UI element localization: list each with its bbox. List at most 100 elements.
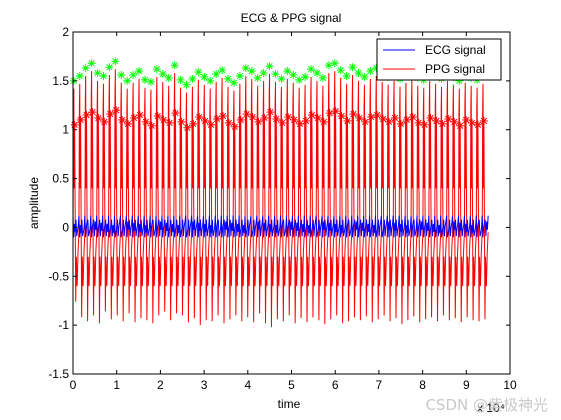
ppg-peak-marker <box>146 77 155 86</box>
ppg-notch-marker <box>183 123 192 132</box>
ecg-signal-group <box>72 215 489 238</box>
ppg-notch-marker <box>88 108 97 117</box>
ppg-peak-marker <box>123 76 132 85</box>
x-tick-label: 0 <box>70 378 77 392</box>
ppg-peak-marker <box>218 66 227 75</box>
ppg-notch-marker <box>473 120 482 129</box>
ppg-notch-marker <box>414 118 423 127</box>
ppg-peak-marker <box>87 59 96 68</box>
ppg-notch-marker <box>367 113 376 122</box>
ppg-notch-marker <box>462 115 471 124</box>
x-tick-label: 5 <box>288 378 295 392</box>
x-tick-label: 9 <box>463 378 470 392</box>
ppg-notch-marker <box>212 114 221 123</box>
ppg-notch-marker <box>432 116 441 125</box>
y-tick-label: 0.5 <box>52 172 69 186</box>
ppg-notch-marker <box>373 111 382 120</box>
y-tick-label: -0.5 <box>48 269 69 283</box>
x-tick-label: 6 <box>332 378 339 392</box>
ppg-notch-marker <box>426 113 435 122</box>
x-exponent-label: x 10⁴ <box>477 401 505 415</box>
ppg-notch-marker <box>272 114 281 123</box>
x-axis-ticks: 0 1 2 3 4 5 6 7 8 9 10 <box>70 32 517 392</box>
ppg-notch-marker <box>290 115 299 124</box>
ppg-notch-marker <box>479 116 488 125</box>
ppg-notch-marker <box>195 113 204 122</box>
y-tick-label: 1 <box>62 123 69 137</box>
ppg-notch-marker <box>165 118 174 127</box>
ppg-peak-marker <box>93 69 102 78</box>
ppg-notch-marker <box>337 112 346 121</box>
ppg-notch-marker <box>207 120 216 129</box>
ppg-notch-marker <box>100 117 109 126</box>
ppg-notch-marker <box>396 119 405 128</box>
ppg-peak-marker <box>212 70 221 79</box>
ppg-notch-marker <box>189 119 198 128</box>
ppg-notch-marker <box>408 113 417 122</box>
ppg-peak-marker <box>182 80 191 89</box>
x-axis-label: time <box>278 397 301 411</box>
ppg-peak-marker <box>81 64 90 73</box>
x-tick-label: 3 <box>201 378 208 392</box>
y-tick-label: -1 <box>58 318 69 332</box>
ppg-notch-marker <box>379 114 388 123</box>
ppg-peak-marker <box>271 70 280 79</box>
ppg-notch-marker <box>171 109 180 118</box>
ppg-notch-marker <box>301 116 310 125</box>
ppg-peak-marker <box>354 69 363 78</box>
ppg-notch-marker <box>296 119 305 128</box>
legend-ppg-label: PPG signal <box>425 62 485 76</box>
ppg-peak-marker <box>348 63 357 72</box>
y-tick-label: -1.5 <box>48 367 69 381</box>
ppg-notch-marker <box>112 106 121 115</box>
ppg-notch-marker <box>266 108 275 117</box>
ppg-notch-marker <box>248 113 257 122</box>
ppg-peak-marker <box>224 74 233 83</box>
ppg-notch-marker <box>82 111 91 120</box>
ppg-peak-marker <box>176 75 185 84</box>
ppg-notch-marker <box>129 113 138 122</box>
ppg-notch-marker <box>230 122 239 131</box>
ppg-peak-marker <box>129 70 138 79</box>
ppg-peak-marker <box>135 67 144 76</box>
ppg-notch-marker <box>355 113 364 122</box>
ppg-notch-marker <box>124 119 133 128</box>
ppg-notch-marker <box>444 114 453 123</box>
ppg-notch-marker <box>420 120 429 129</box>
ppg-peak-marker <box>247 67 256 76</box>
ppg-notch-marker <box>325 109 334 118</box>
ppg-peak-marker <box>188 74 197 83</box>
y-axis-label: amplitude <box>27 177 41 229</box>
ppg-notch-marker <box>468 118 477 127</box>
ppg-peak-marker <box>164 73 173 82</box>
y-tick-label: 1.5 <box>52 74 69 88</box>
x-tick-label: 4 <box>244 378 251 392</box>
ppg-notch-marker <box>349 110 358 119</box>
ppg-notch-marker <box>402 115 411 124</box>
ppg-notch-marker <box>118 115 127 124</box>
ppg-notch-marker <box>159 115 168 124</box>
ppg-peak-marker <box>265 62 274 71</box>
ppg-notch-marker <box>70 120 79 129</box>
y-tick-label: 0 <box>62 220 69 234</box>
legend-box <box>376 38 502 81</box>
ppg-peak-marker <box>342 71 351 80</box>
ppg-peak-marker <box>360 72 369 81</box>
ppg-peak-marker <box>111 57 120 66</box>
ppg-notch-marker <box>384 117 393 126</box>
y-tick-label: 2 <box>62 25 69 39</box>
ppg-notch-marker <box>390 113 399 122</box>
ppg-peak-marker <box>158 70 167 79</box>
x-tick-label: 7 <box>376 378 383 392</box>
legend: ECG signal PPG signal <box>376 38 502 81</box>
x-tick-label: 2 <box>157 378 164 392</box>
ppg-peak-marker <box>366 67 375 76</box>
ppg-peak-marker <box>105 63 114 72</box>
watermark: CSDN @紫极神光 <box>425 396 548 414</box>
ppg-peak-marker <box>283 67 292 76</box>
y-axis-ticks: -1.5 -1 -0.5 0 0.5 1 1.5 2 <box>48 25 510 381</box>
ppg-notch-marker <box>456 121 465 130</box>
ppg-notch-marker <box>177 117 186 126</box>
ppg-notch-marker <box>147 121 156 130</box>
ppg-notch-marker <box>94 113 103 122</box>
